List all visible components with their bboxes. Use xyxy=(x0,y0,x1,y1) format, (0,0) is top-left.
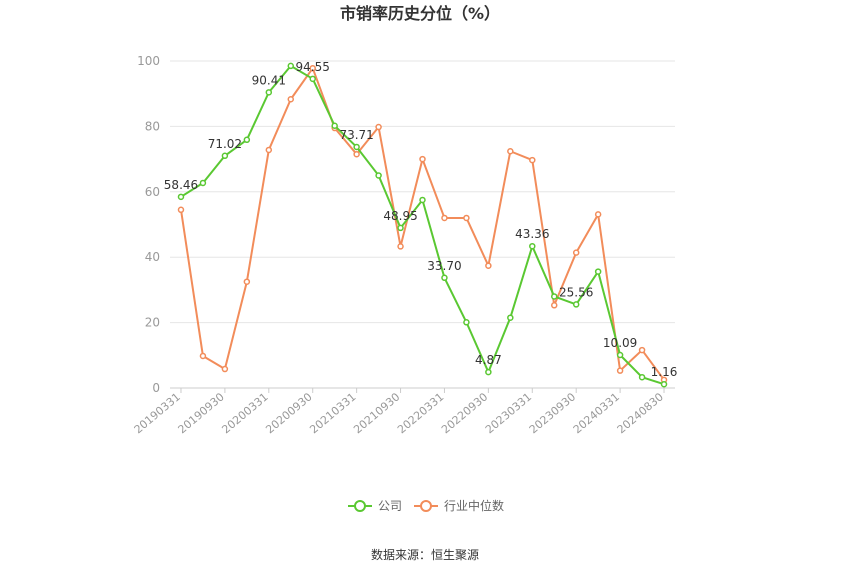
x-tick-label: 20230331 xyxy=(483,390,534,436)
data-point xyxy=(507,148,514,155)
data-point xyxy=(529,156,536,164)
data-point xyxy=(463,319,470,326)
y-tick-label: 40 xyxy=(145,250,160,264)
data-label: 33.70 xyxy=(427,259,461,273)
data-point xyxy=(375,123,382,131)
y-tick-label: 100 xyxy=(137,54,160,68)
data-point xyxy=(287,96,295,103)
series-layer xyxy=(177,62,668,388)
data-point xyxy=(243,136,251,144)
legend-label: 行业中位数 xyxy=(444,498,504,513)
data-label: 48.95 xyxy=(383,209,417,223)
chart-title: 市销率历史分位（%） xyxy=(340,4,500,23)
data-label: 73.71 xyxy=(339,128,373,142)
x-tick-label: 20200331 xyxy=(219,390,270,436)
data-label: 43.36 xyxy=(515,227,549,241)
y-tick-label: 80 xyxy=(145,119,160,133)
data-point xyxy=(397,243,404,250)
data-point xyxy=(177,193,185,201)
data-point xyxy=(616,367,624,374)
data-label: 94.55 xyxy=(296,60,330,74)
data-point xyxy=(550,293,558,300)
x-tick-label: 20200930 xyxy=(263,390,314,436)
data-label: 4.87 xyxy=(475,353,502,367)
x-tick-label: 20240331 xyxy=(571,390,622,436)
data-point xyxy=(287,62,295,70)
series-line xyxy=(179,67,665,381)
data-point xyxy=(331,122,338,129)
data-point xyxy=(309,64,316,72)
legend[interactable]: 公司 行业中位数 xyxy=(348,498,504,513)
data-point xyxy=(419,196,426,204)
legend-marker xyxy=(420,500,432,512)
data-point xyxy=(221,152,229,160)
data-point xyxy=(353,150,360,158)
data-point xyxy=(441,214,448,222)
data-point xyxy=(594,211,602,218)
data-point xyxy=(572,301,580,308)
x-tick-label: 20210331 xyxy=(307,390,358,436)
data-point xyxy=(177,206,185,214)
data-label: 1.16 xyxy=(651,365,678,379)
data-point xyxy=(507,314,514,321)
data-point xyxy=(265,146,273,154)
data-point xyxy=(485,262,492,269)
data-label: 58.46 xyxy=(164,178,198,192)
y-tick-label: 60 xyxy=(145,185,160,199)
data-point xyxy=(485,368,492,376)
data-point xyxy=(265,89,273,96)
x-axis: 2019033120190930202003312020093020210331… xyxy=(132,387,675,436)
data-point xyxy=(375,172,382,179)
data-point xyxy=(221,365,229,373)
data-point xyxy=(441,274,448,282)
data-point xyxy=(616,351,624,359)
data-point xyxy=(660,380,668,388)
data-point xyxy=(638,346,646,354)
data-point xyxy=(419,155,426,163)
data-point xyxy=(397,224,404,232)
y-axis: 0 20 40 60 80 100 xyxy=(137,54,160,395)
data-point xyxy=(199,179,207,187)
data-labels: 58.46 71.02 90.41 94.55 73.71 48.95 33.70 4.87 4… xyxy=(164,60,678,379)
data-label: 71.02 xyxy=(208,137,242,151)
x-tick-label: 20190331 xyxy=(132,390,183,436)
grid-lines xyxy=(170,60,675,324)
x-tick-label: 20230930 xyxy=(527,390,578,436)
data-label: 10.09 xyxy=(603,336,637,350)
data-point xyxy=(199,352,207,360)
data-point xyxy=(572,249,580,256)
data-point xyxy=(638,373,646,381)
y-tick-label: 0 xyxy=(152,381,160,395)
data-label: 90.41 xyxy=(252,73,286,87)
data-point xyxy=(594,268,602,275)
x-tick-label: 20220930 xyxy=(439,390,490,436)
source-note: 数据来源：恒生聚源 xyxy=(371,547,479,562)
x-tick-label: 20210930 xyxy=(351,390,402,436)
data-point xyxy=(353,143,360,151)
y-tick-label: 20 xyxy=(145,316,160,330)
x-tick-label: 20220331 xyxy=(395,390,446,436)
data-label: 25.56 xyxy=(559,285,593,299)
data-point xyxy=(529,242,536,250)
legend-label: 公司 xyxy=(378,499,402,513)
x-tick-label: 20240830 xyxy=(615,390,666,436)
data-point xyxy=(309,75,316,83)
x-tick-label: 20190930 xyxy=(176,390,227,436)
data-point xyxy=(550,302,558,309)
legend-marker xyxy=(354,500,366,512)
data-point xyxy=(463,214,470,222)
data-point xyxy=(243,278,251,285)
